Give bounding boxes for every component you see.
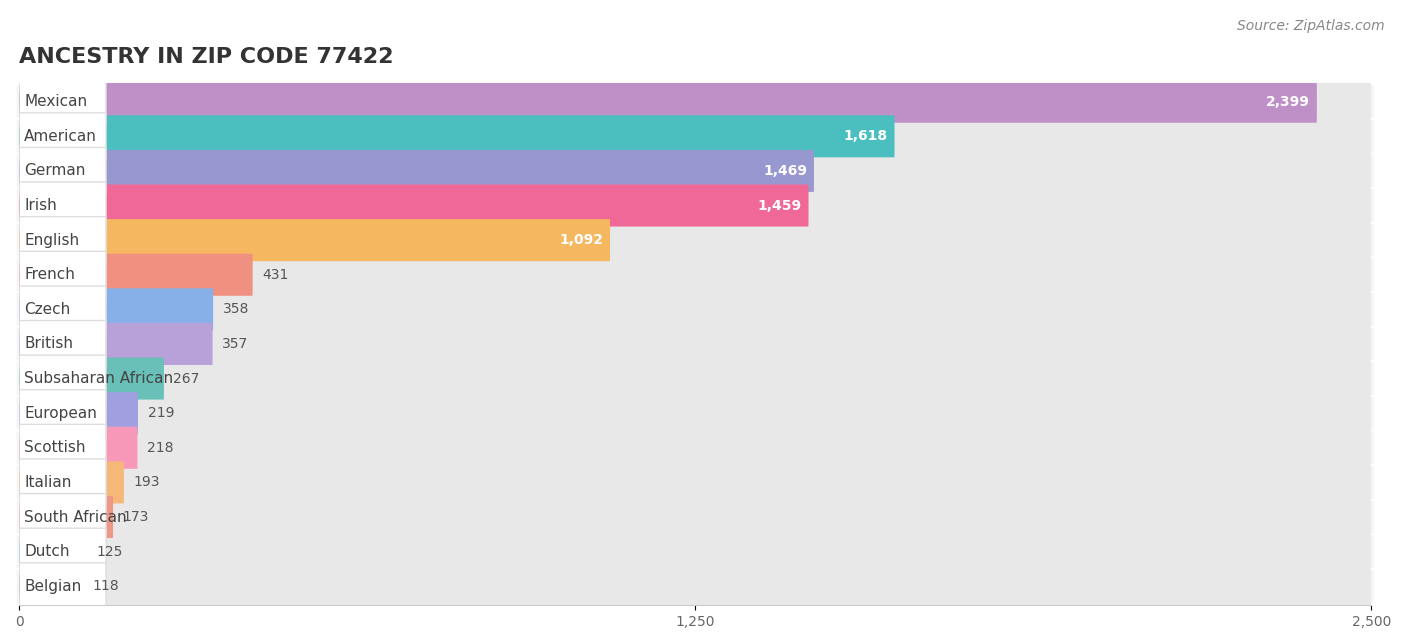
Text: 358: 358 (222, 302, 249, 316)
Text: Mexican: Mexican (24, 94, 87, 109)
Text: 1,469: 1,469 (763, 164, 807, 178)
Text: 1,618: 1,618 (844, 129, 887, 144)
Text: 1,459: 1,459 (758, 198, 801, 213)
FancyBboxPatch shape (20, 184, 1371, 227)
FancyBboxPatch shape (17, 501, 1374, 533)
FancyBboxPatch shape (20, 147, 105, 194)
FancyBboxPatch shape (17, 189, 1374, 222)
Text: 431: 431 (262, 268, 288, 281)
Text: 173: 173 (122, 510, 149, 524)
FancyBboxPatch shape (20, 321, 105, 368)
Text: Subsaharan African: Subsaharan African (24, 371, 173, 386)
FancyBboxPatch shape (20, 182, 105, 229)
FancyBboxPatch shape (20, 461, 1371, 504)
FancyBboxPatch shape (20, 78, 105, 125)
Text: South African: South African (24, 509, 127, 524)
Text: British: British (24, 336, 73, 352)
FancyBboxPatch shape (17, 363, 1374, 395)
FancyBboxPatch shape (20, 150, 1371, 192)
FancyBboxPatch shape (20, 392, 138, 434)
FancyBboxPatch shape (20, 531, 87, 573)
FancyBboxPatch shape (17, 570, 1374, 603)
FancyBboxPatch shape (17, 466, 1374, 498)
FancyBboxPatch shape (17, 86, 1374, 118)
FancyBboxPatch shape (20, 427, 138, 469)
Text: American: American (24, 129, 97, 144)
FancyBboxPatch shape (20, 219, 1371, 261)
FancyBboxPatch shape (20, 390, 105, 437)
Text: Italian: Italian (24, 475, 72, 490)
FancyBboxPatch shape (20, 216, 105, 263)
FancyBboxPatch shape (20, 392, 1371, 434)
Text: European: European (24, 406, 97, 421)
FancyBboxPatch shape (17, 397, 1374, 430)
FancyBboxPatch shape (17, 224, 1374, 256)
FancyBboxPatch shape (20, 357, 165, 400)
Text: 193: 193 (134, 475, 160, 489)
FancyBboxPatch shape (20, 461, 124, 504)
FancyBboxPatch shape (20, 219, 610, 261)
Text: 357: 357 (222, 337, 249, 351)
FancyBboxPatch shape (20, 254, 253, 296)
FancyBboxPatch shape (20, 355, 105, 402)
Text: 218: 218 (148, 440, 173, 455)
FancyBboxPatch shape (17, 293, 1374, 326)
Text: 219: 219 (148, 406, 174, 420)
FancyBboxPatch shape (20, 80, 1371, 123)
FancyBboxPatch shape (20, 115, 894, 157)
Text: French: French (24, 267, 75, 282)
FancyBboxPatch shape (20, 113, 105, 160)
FancyBboxPatch shape (20, 251, 105, 298)
Text: Dutch: Dutch (24, 544, 69, 559)
FancyBboxPatch shape (20, 493, 105, 540)
Text: ANCESTRY IN ZIP CODE 77422: ANCESTRY IN ZIP CODE 77422 (20, 47, 394, 67)
FancyBboxPatch shape (17, 155, 1374, 187)
Text: German: German (24, 164, 86, 178)
Text: Belgian: Belgian (24, 579, 82, 594)
FancyBboxPatch shape (17, 328, 1374, 360)
FancyBboxPatch shape (20, 496, 1371, 538)
FancyBboxPatch shape (20, 528, 105, 575)
FancyBboxPatch shape (20, 289, 1371, 330)
FancyBboxPatch shape (20, 531, 1371, 573)
FancyBboxPatch shape (20, 496, 112, 538)
FancyBboxPatch shape (20, 254, 1371, 296)
FancyBboxPatch shape (20, 323, 212, 365)
Text: 125: 125 (97, 545, 124, 558)
FancyBboxPatch shape (17, 120, 1374, 153)
FancyBboxPatch shape (20, 565, 1371, 607)
Text: 267: 267 (173, 372, 200, 386)
FancyBboxPatch shape (20, 323, 1371, 365)
FancyBboxPatch shape (20, 150, 814, 192)
Text: Czech: Czech (24, 302, 70, 317)
FancyBboxPatch shape (20, 115, 1371, 157)
FancyBboxPatch shape (20, 459, 105, 506)
FancyBboxPatch shape (20, 80, 1317, 123)
FancyBboxPatch shape (20, 565, 83, 607)
FancyBboxPatch shape (20, 289, 214, 330)
Text: Scottish: Scottish (24, 440, 86, 455)
FancyBboxPatch shape (20, 424, 105, 471)
FancyBboxPatch shape (20, 286, 105, 333)
FancyBboxPatch shape (20, 427, 1371, 469)
FancyBboxPatch shape (17, 258, 1374, 291)
Text: 118: 118 (93, 579, 120, 593)
FancyBboxPatch shape (20, 184, 808, 227)
FancyBboxPatch shape (20, 563, 105, 610)
Text: English: English (24, 232, 79, 248)
FancyBboxPatch shape (20, 357, 1371, 400)
Text: Irish: Irish (24, 198, 56, 213)
Text: 1,092: 1,092 (560, 233, 603, 247)
Text: 2,399: 2,399 (1267, 95, 1310, 109)
FancyBboxPatch shape (17, 431, 1374, 464)
FancyBboxPatch shape (17, 535, 1374, 568)
Text: Source: ZipAtlas.com: Source: ZipAtlas.com (1237, 19, 1385, 33)
